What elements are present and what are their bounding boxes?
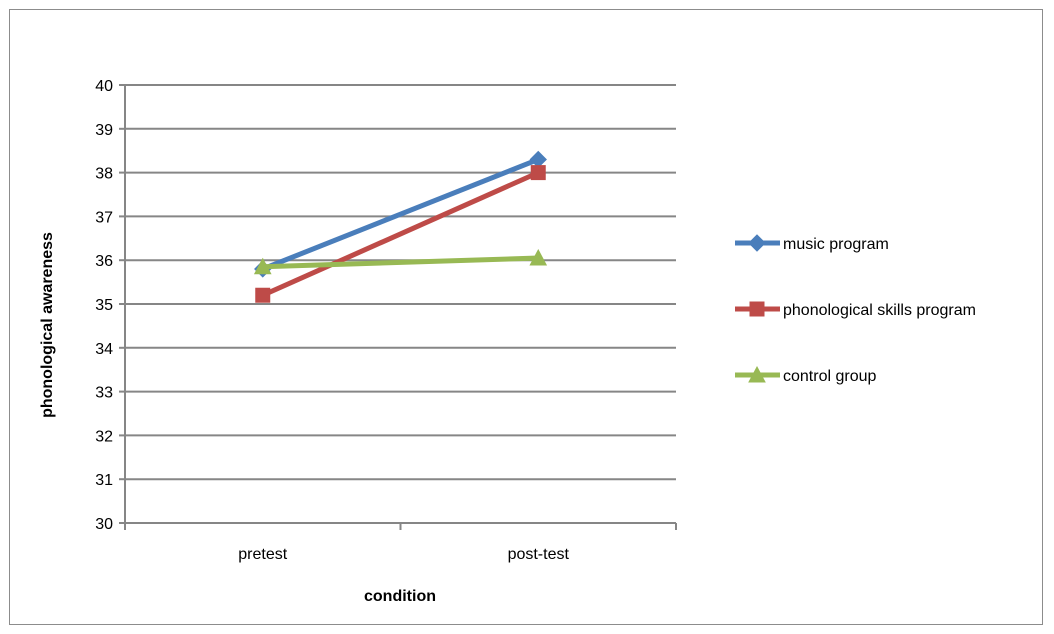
series-line <box>261 157 540 272</box>
y-tick-label: 39 <box>95 122 113 139</box>
y-tick-label: 32 <box>95 428 113 445</box>
plot-series <box>253 150 548 303</box>
y-tick-label: 40 <box>95 78 113 95</box>
x-tick-label: pretest <box>238 546 287 563</box>
y-tick-label: 38 <box>95 166 113 183</box>
y-tick-label: 33 <box>95 385 113 402</box>
series-line <box>262 255 539 270</box>
y-tick-label: 31 <box>95 472 113 489</box>
y-axis-title: phonological awareness <box>39 232 56 418</box>
gridlines <box>125 84 676 481</box>
legend-label: music program <box>783 236 889 253</box>
data-point-square <box>530 165 546 181</box>
y-tick-label: 36 <box>95 253 113 270</box>
legend-label: phonological skills program <box>783 302 976 319</box>
x-axis-title: condition <box>364 588 436 605</box>
data-point-square <box>255 287 271 303</box>
y-tick-label: 30 <box>95 516 113 533</box>
data-point-triangle <box>253 257 272 275</box>
data-point-triangle <box>529 248 548 266</box>
data-point-diamond <box>529 150 547 169</box>
data-point-square <box>749 301 765 317</box>
y-tick-label: 35 <box>95 297 113 314</box>
axes: 30 31 32 33 34 35 36 37 38 39 40 pretest post-test <box>95 78 677 563</box>
y-tick-label: 34 <box>95 341 113 358</box>
y-tick-label: 37 <box>95 209 113 226</box>
data-point-diamond <box>748 234 766 252</box>
series-line <box>261 170 540 298</box>
legend: music program phonological skills program… <box>735 234 976 385</box>
legend-label: control group <box>783 368 876 385</box>
x-tick-label: post-test <box>508 546 570 563</box>
data-point-triangle <box>748 365 766 383</box>
